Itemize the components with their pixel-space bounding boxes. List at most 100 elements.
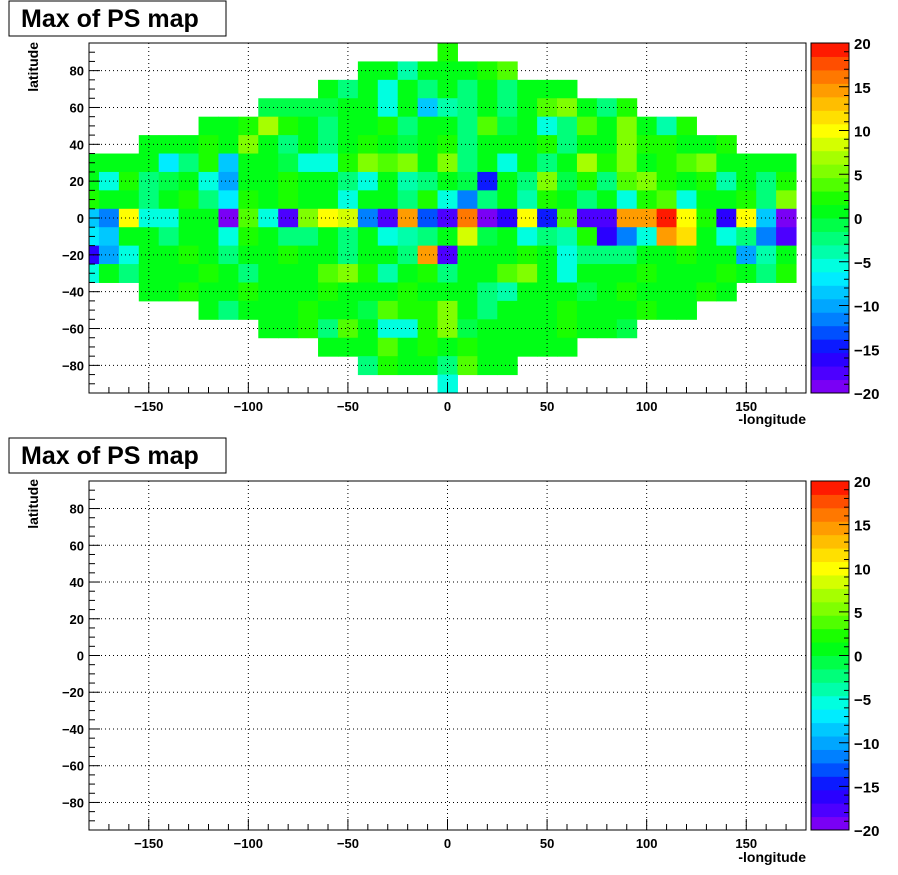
- palette-swatch: [811, 177, 849, 192]
- heatmap-cell: [318, 153, 339, 173]
- heatmap-cell: [656, 190, 678, 210]
- heatmap-cell: [198, 300, 219, 320]
- heatmap-cell: [497, 282, 518, 302]
- heatmap-cell: [337, 79, 359, 99]
- heatmap-cell: [158, 245, 180, 265]
- x-tick-label: 0: [444, 399, 451, 414]
- heatmap-cell: [517, 264, 538, 283]
- heatmap-cell: [318, 208, 339, 228]
- heatmap-cell: [337, 264, 359, 283]
- heatmap-cell: [557, 98, 578, 118]
- palette-swatch: [811, 244, 849, 259]
- palette-tick-label: −15: [854, 779, 879, 796]
- heatmap-cell: [616, 190, 638, 210]
- heatmap-cell: [357, 245, 379, 265]
- palette-tick-label: 20: [854, 474, 871, 491]
- heatmap-cell: [457, 356, 478, 376]
- heatmap-cell: [397, 135, 419, 155]
- heatmap-cell: [497, 61, 518, 81]
- palette-swatch: [811, 668, 849, 683]
- heatmap-cell: [318, 171, 339, 191]
- palette-swatch: [811, 271, 849, 286]
- heatmap-cell: [616, 245, 638, 265]
- palette-swatch: [811, 548, 849, 563]
- heatmap-cell: [477, 98, 498, 118]
- palette-swatch: [811, 628, 849, 643]
- heatmap-cell: [437, 79, 458, 99]
- heatmap-cell: [417, 208, 439, 228]
- heatmap-cell: [397, 208, 419, 228]
- heatmap-cell: [716, 190, 737, 210]
- heatmap-cell: [576, 227, 598, 247]
- heatmap-cell: [497, 98, 518, 118]
- palette-tick-label: 20: [854, 36, 871, 53]
- heatmap-cell: [357, 153, 379, 173]
- heatmap-cell: [138, 153, 160, 173]
- heatmap-cell: [756, 171, 777, 191]
- heatmap-cell: [258, 227, 279, 247]
- heatmap-cell: [517, 79, 538, 99]
- heatmap-cell: [557, 135, 578, 155]
- heatmap-cell: [576, 171, 598, 191]
- heatmap-cell: [298, 245, 319, 265]
- heatmap-cell: [337, 171, 359, 191]
- x-tick-label: −150: [134, 399, 163, 414]
- palette-tick-label: 10: [854, 124, 871, 141]
- heatmap-cell: [258, 135, 279, 155]
- heatmap-cell: [318, 264, 339, 283]
- heatmap-cell: [357, 282, 379, 302]
- heatmap-cell: [397, 245, 419, 265]
- heatmap-cell: [596, 300, 618, 320]
- heatmap-cell: [716, 245, 737, 265]
- heatmap-cell: [437, 227, 458, 247]
- heatmap-cell: [477, 153, 498, 173]
- palette-tick-label: 0: [854, 211, 862, 228]
- heatmap-cell: [178, 227, 200, 247]
- heatmap-cell: [457, 79, 478, 99]
- heatmap-cell: [696, 190, 717, 210]
- heatmap-cell: [198, 171, 219, 191]
- axes-bottom: −150 −100 −50 0 50 100 150 −80 −60 −40 −20 0 20 40 60 8…: [62, 480, 807, 851]
- heatmap-cell: [218, 171, 239, 191]
- heatmap-cell: [656, 153, 678, 173]
- heatmap-cell: [537, 208, 558, 228]
- heatmap-cell: [557, 337, 578, 357]
- heatmap-cell: [377, 337, 399, 357]
- heatmap-cell: [298, 227, 319, 247]
- heatmap-cell: [357, 116, 379, 136]
- chart-title-bottom: Max of PS map: [21, 442, 199, 470]
- heatmap-cell: [776, 264, 797, 283]
- heatmap-cell: [417, 190, 439, 210]
- heatmap-cell: [198, 245, 219, 265]
- heatmap-cell: [676, 300, 697, 320]
- heatmap-cell: [198, 282, 219, 302]
- heatmap-cell: [417, 319, 439, 339]
- heatmap-cell: [557, 319, 578, 339]
- heatmap-cell: [696, 282, 717, 302]
- y-tick-label: −40: [62, 285, 84, 300]
- heatmap-cell: [357, 337, 379, 357]
- heatmap-cell: [278, 264, 299, 283]
- heatmap-cell: [437, 208, 458, 228]
- heatmap-cell: [258, 190, 279, 210]
- heatmap-cell: [477, 171, 498, 191]
- heatmap-cell: [98, 190, 120, 210]
- heatmap-cell: [118, 190, 140, 210]
- heatmap-cell: [318, 337, 339, 357]
- heatmap-cell: [656, 135, 678, 155]
- heatmap-cell: [158, 190, 180, 210]
- heatmap-cell: [397, 264, 419, 283]
- heatmap-cell: [477, 116, 498, 136]
- heatmap-cell: [596, 171, 618, 191]
- heatmap-cell: [298, 153, 319, 173]
- heatmap-cell: [497, 264, 518, 283]
- heatmap-cell: [377, 208, 399, 228]
- heatmap-cell: [616, 153, 638, 173]
- heatmap-cell: [517, 116, 538, 136]
- heatmap-cell: [636, 208, 658, 228]
- heatmap-cell: [596, 282, 618, 302]
- heatmap-cell: [198, 208, 219, 228]
- heatmap-cell: [357, 319, 379, 339]
- heatmap-cell: [457, 190, 478, 210]
- heatmap-cell: [596, 135, 618, 155]
